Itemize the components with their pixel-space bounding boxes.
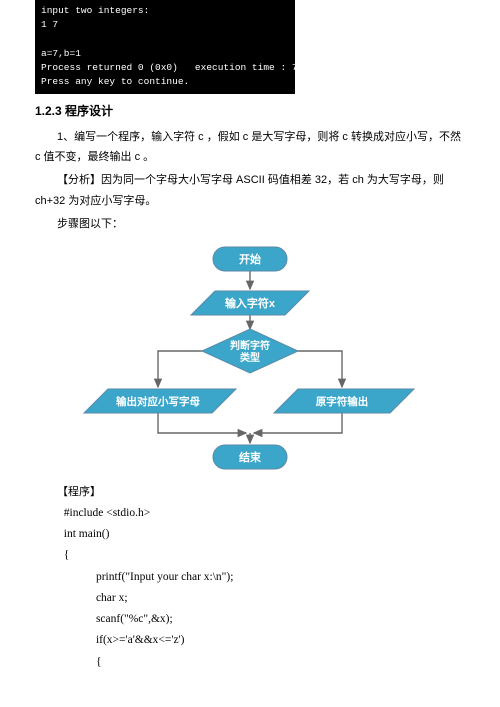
node-out-raw: 原字符输出 [274,389,414,413]
node-start-label: 开始 [239,252,261,266]
paragraph-problem: 1、编写一个程序，输入字符 c ，假如 c 是大写字母，则将 c 转换成对应小写… [35,127,465,169]
flowchart-container: 开始 输入字符x 判断字符 类型 输出对应小写字母 原字符输出 结束 [35,243,465,478]
node-decide-label1: 判断字符 [230,339,270,352]
node-input: 输入字符x [191,291,309,315]
node-end: 结束 [213,445,287,469]
paragraph-steps: 步骤图以下： [35,214,465,235]
console-line: Press any key to continue. [41,76,189,87]
paragraph-analysis: 【分析】因为同一个字母大小写字母 ASCII 码值相差 32，若 ch 为大写字… [35,170,465,212]
console-output: input two integers: 1 7 a=7,b=1 Process … [35,0,295,94]
flowchart-svg: 开始 输入字符x 判断字符 类型 输出对应小写字母 原字符输出 结束 [80,243,420,478]
code-line: { [96,652,465,673]
code-line: #include <stdio.h> [64,503,465,524]
node-decide-label2: 类型 [240,351,260,364]
section-heading: 1.2.3 程序设计 [35,102,465,119]
node-decide: 判断字符 类型 [202,329,298,373]
code-block: #include <stdio.h> int main() { printf("… [64,503,465,673]
console-line: a=7,b=1 [41,48,81,59]
code-line: if(x>='a'&&x<='z') [96,630,465,651]
code-line: char x; [96,588,465,609]
code-line: scanf("%c",&x); [96,609,465,630]
node-start: 开始 [213,247,287,271]
node-out-raw-label: 原字符输出 [316,395,369,408]
code-line: { [64,545,465,566]
program-label: 【程序】 [35,482,465,503]
node-out-low: 输出对应小写字母 [84,389,236,413]
code-line: printf("Input your char x:\n"); [96,567,465,588]
node-out-low-label: 输出对应小写字母 [116,395,200,408]
console-line: Process returned 0 (0x0) execution time … [41,62,332,73]
node-end-label: 结束 [238,450,262,464]
console-line: input two integers: [41,5,149,16]
console-line: 1 7 [41,19,58,30]
node-input-label: 输入字符x [225,296,276,310]
code-line: int main() [64,524,465,545]
